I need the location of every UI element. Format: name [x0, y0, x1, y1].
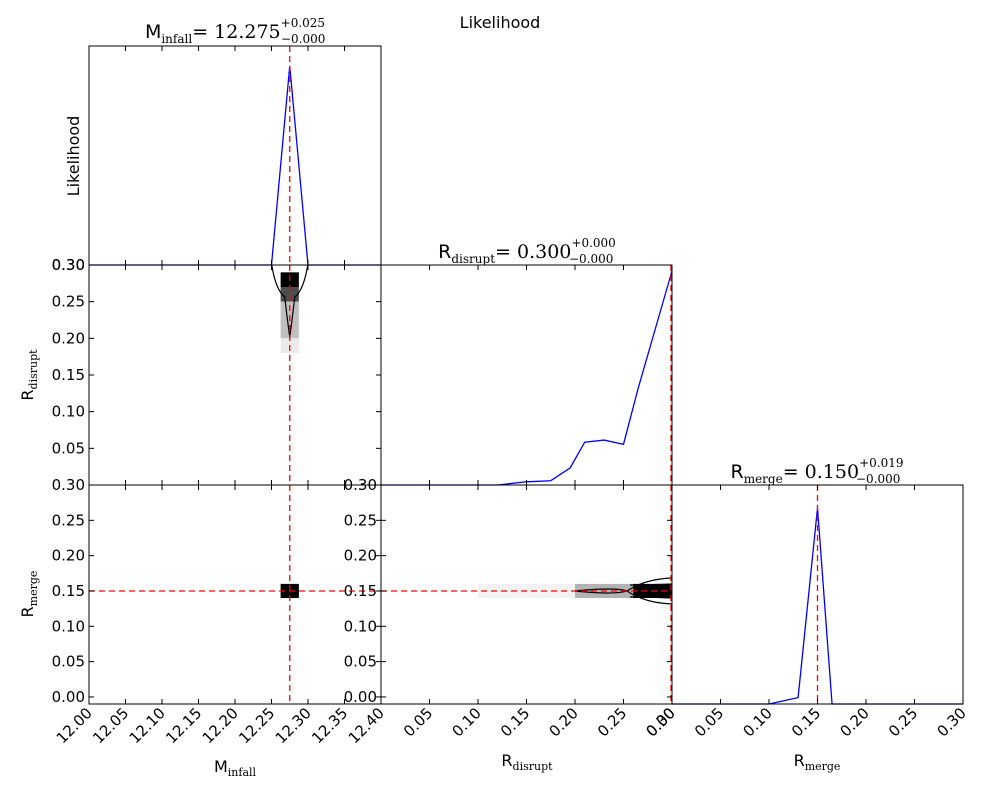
title-r-disrupt-minus: −0.000 [569, 252, 613, 266]
y-tick-label: 0.15 [52, 582, 85, 600]
x-tick-label: 12.15 [162, 704, 205, 747]
x-tick-label: 12.20 [199, 704, 242, 747]
y-tick-label: 0.10 [344, 617, 377, 635]
panel-m-infall-vs-r-disrupt: panel-m-infall-vs-r-disrupt0.050.100.150… [52, 256, 382, 486]
x-tick-label: 0.15 [788, 704, 824, 740]
title-r-merge: Rmerge= 0.150+0.019 [731, 456, 904, 486]
likelihood-curve-m-infall [89, 65, 381, 266]
likelihood-curve-r-disrupt [381, 270, 673, 486]
x-tick-label: 12.35 [308, 704, 351, 747]
x-tick-label: 0.15 [497, 704, 533, 740]
y-tick-label: 0.20 [52, 329, 85, 347]
panel-r-merge-1d: panel-r-merge-1d0.00 0.05 0.10 0.15 0.20 0.25… [642, 484, 970, 740]
y-tick-label: 0.25 [52, 293, 85, 311]
panel-m-infall-1d: panel-m-infall-1d [88, 45, 382, 266]
x-tick-label: 12.00 [53, 704, 96, 747]
contour-line [629, 596, 673, 599]
y-tick-label: 0.25 [344, 511, 377, 529]
y-tick-label: 0.30 [52, 476, 85, 494]
xlabel-m-infall: Minfall [214, 757, 257, 779]
y-tick-label: 0.00 [344, 688, 377, 706]
contour-line [289, 264, 309, 338]
x-tick-label: 0.20 [545, 704, 581, 740]
y-tick-label-top: 0.30 [52, 256, 85, 274]
x-tick-label: 0.05 [691, 704, 727, 740]
y-tick-label: 0.00 [52, 688, 85, 706]
contour-line [629, 583, 673, 586]
x-tick-label: 0.30 [642, 704, 678, 740]
figure-title: Likelihood [460, 13, 541, 32]
y-tick-label: 0.20 [52, 547, 85, 565]
y-tick-label: 0.20 [344, 547, 377, 565]
y-tick-label: 0.10 [52, 617, 85, 635]
axes-frame [380, 484, 673, 705]
x-tick-label: 0.25 [885, 704, 921, 740]
axes-frame [88, 484, 382, 705]
title-m-infall: Minfall= 12.275+0.025 [145, 16, 325, 46]
contour-line [271, 264, 291, 338]
x-tick-label: 12.25 [235, 704, 278, 747]
axes-frame [88, 264, 382, 486]
y-tick-label: 0.10 [52, 403, 85, 421]
y-tick-label: 0.05 [344, 653, 377, 671]
x-tick-label: 0.05 [400, 704, 436, 740]
title-r-merge-minus: −0.000 [856, 472, 900, 486]
x-tick-label: 12.40 [345, 704, 388, 747]
title-m-infall-minus: −0.000 [281, 32, 325, 46]
x-tick-label: 0.10 [739, 704, 775, 740]
axes-frame [380, 264, 673, 486]
title-r-disrupt: Rdisrupt= 0.300+0.000 [438, 236, 616, 266]
x-tick-label: 0.10 [448, 704, 484, 740]
y-tick-label: 0.30 [344, 476, 377, 494]
y-tick-label: 0.05 [52, 439, 85, 457]
x-tick-label: 12.30 [272, 704, 315, 747]
ylabel-r-disrupt: Rdisrupt [18, 349, 40, 401]
axes-frame [88, 45, 382, 266]
panel-m-infall-vs-r-merge: panel-m-infall-vs-r-merge12.0012.0512.10… [52, 476, 388, 747]
x-tick-label: 0.30 [933, 704, 969, 740]
panel-r-disrupt-1d: panel-r-disrupt-1d [380, 264, 673, 486]
x-tick-label: 12.10 [126, 704, 169, 747]
xlabel-r-disrupt: Rdisrupt [501, 751, 553, 773]
likelihood-ylabel: Likelihood [64, 116, 83, 197]
x-tick-label: 0.25 [594, 704, 630, 740]
y-tick-label: 0.05 [52, 653, 85, 671]
xlabel-r-merge: Rmerge [794, 751, 841, 773]
y-tick-label: 0.30 [52, 256, 85, 274]
y-tick-label: 0.25 [52, 511, 85, 529]
ylabel-r-merge: Rmerge [18, 571, 40, 618]
y-tick-label: 0.15 [344, 582, 377, 600]
x-tick-label: 0.20 [836, 704, 872, 740]
x-tick-label: 12.05 [89, 704, 132, 747]
y-tick-label: 0.15 [52, 366, 85, 384]
